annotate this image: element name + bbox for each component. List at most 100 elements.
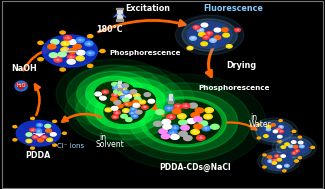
Circle shape bbox=[77, 50, 85, 55]
Circle shape bbox=[278, 140, 281, 142]
Circle shape bbox=[214, 36, 221, 40]
Circle shape bbox=[31, 117, 34, 120]
Circle shape bbox=[36, 133, 42, 136]
Text: Cl⁻ ions: Cl⁻ ions bbox=[57, 143, 84, 149]
Circle shape bbox=[265, 153, 292, 169]
Circle shape bbox=[76, 38, 84, 42]
Circle shape bbox=[118, 92, 125, 96]
Circle shape bbox=[16, 120, 60, 146]
Circle shape bbox=[61, 41, 69, 46]
Circle shape bbox=[203, 35, 209, 39]
Circle shape bbox=[112, 115, 118, 119]
Circle shape bbox=[256, 121, 293, 142]
Circle shape bbox=[77, 71, 154, 116]
Text: 180°C: 180°C bbox=[96, 25, 123, 34]
Circle shape bbox=[299, 141, 303, 144]
Circle shape bbox=[197, 29, 204, 32]
Circle shape bbox=[188, 22, 232, 48]
Circle shape bbox=[111, 97, 117, 101]
Circle shape bbox=[47, 138, 53, 142]
Circle shape bbox=[68, 40, 76, 44]
Circle shape bbox=[293, 146, 298, 148]
Circle shape bbox=[31, 147, 34, 149]
Circle shape bbox=[285, 164, 289, 167]
Circle shape bbox=[260, 123, 290, 140]
Circle shape bbox=[46, 129, 51, 132]
Bar bbox=[116, 19, 123, 21]
Circle shape bbox=[266, 128, 271, 131]
Circle shape bbox=[67, 55, 75, 59]
Circle shape bbox=[123, 98, 129, 102]
Circle shape bbox=[51, 40, 59, 44]
Circle shape bbox=[165, 106, 173, 111]
Text: Solvent: Solvent bbox=[96, 140, 124, 149]
Circle shape bbox=[197, 135, 205, 140]
Text: PDDA: PDDA bbox=[25, 151, 51, 160]
Circle shape bbox=[273, 130, 278, 133]
Circle shape bbox=[260, 123, 290, 140]
Text: Fluorescence: Fluorescence bbox=[203, 4, 263, 13]
Circle shape bbox=[194, 124, 202, 129]
Text: NaOH: NaOH bbox=[11, 64, 37, 74]
Circle shape bbox=[162, 119, 171, 124]
Circle shape bbox=[125, 102, 132, 106]
Circle shape bbox=[53, 120, 57, 122]
Circle shape bbox=[188, 22, 232, 48]
Circle shape bbox=[190, 36, 196, 40]
Circle shape bbox=[105, 83, 164, 117]
Circle shape bbox=[276, 128, 280, 131]
Circle shape bbox=[311, 146, 314, 148]
Circle shape bbox=[262, 151, 296, 171]
Circle shape bbox=[123, 90, 129, 94]
Circle shape bbox=[86, 89, 163, 134]
Circle shape bbox=[176, 15, 244, 55]
Circle shape bbox=[141, 97, 227, 147]
Circle shape bbox=[210, 39, 216, 42]
Circle shape bbox=[179, 120, 187, 125]
Circle shape bbox=[136, 110, 142, 114]
Circle shape bbox=[144, 93, 150, 96]
Circle shape bbox=[38, 139, 44, 142]
Circle shape bbox=[38, 58, 43, 61]
Circle shape bbox=[68, 49, 76, 53]
Bar bbox=[117, 9, 122, 20]
Circle shape bbox=[19, 86, 24, 89]
Circle shape bbox=[95, 92, 101, 96]
Text: Excitation: Excitation bbox=[125, 4, 170, 13]
Circle shape bbox=[67, 59, 75, 64]
Circle shape bbox=[26, 139, 32, 143]
Circle shape bbox=[111, 93, 118, 97]
Circle shape bbox=[257, 124, 261, 126]
Circle shape bbox=[49, 53, 58, 58]
Circle shape bbox=[174, 104, 182, 109]
Text: PDDA-CDs@NaCl: PDDA-CDs@NaCl bbox=[159, 163, 231, 172]
Circle shape bbox=[191, 113, 200, 118]
Circle shape bbox=[205, 108, 213, 113]
Circle shape bbox=[61, 48, 69, 52]
Circle shape bbox=[139, 100, 146, 104]
Circle shape bbox=[48, 44, 56, 49]
Text: Water: Water bbox=[249, 120, 271, 129]
Circle shape bbox=[104, 100, 145, 123]
Circle shape bbox=[85, 41, 93, 46]
Circle shape bbox=[161, 134, 170, 139]
Circle shape bbox=[130, 107, 136, 111]
Circle shape bbox=[235, 28, 240, 32]
Circle shape bbox=[263, 166, 266, 168]
Circle shape bbox=[114, 100, 121, 104]
Circle shape bbox=[154, 121, 162, 126]
Circle shape bbox=[50, 133, 56, 136]
Circle shape bbox=[112, 82, 118, 86]
Circle shape bbox=[114, 88, 155, 112]
Text: in: in bbox=[99, 132, 106, 142]
Circle shape bbox=[169, 130, 177, 135]
Circle shape bbox=[75, 66, 194, 135]
Circle shape bbox=[295, 160, 298, 162]
Circle shape bbox=[116, 83, 251, 161]
Circle shape bbox=[117, 104, 123, 108]
Circle shape bbox=[58, 52, 66, 57]
Circle shape bbox=[193, 26, 200, 29]
Circle shape bbox=[292, 141, 296, 143]
Circle shape bbox=[146, 100, 221, 144]
Circle shape bbox=[32, 136, 38, 139]
